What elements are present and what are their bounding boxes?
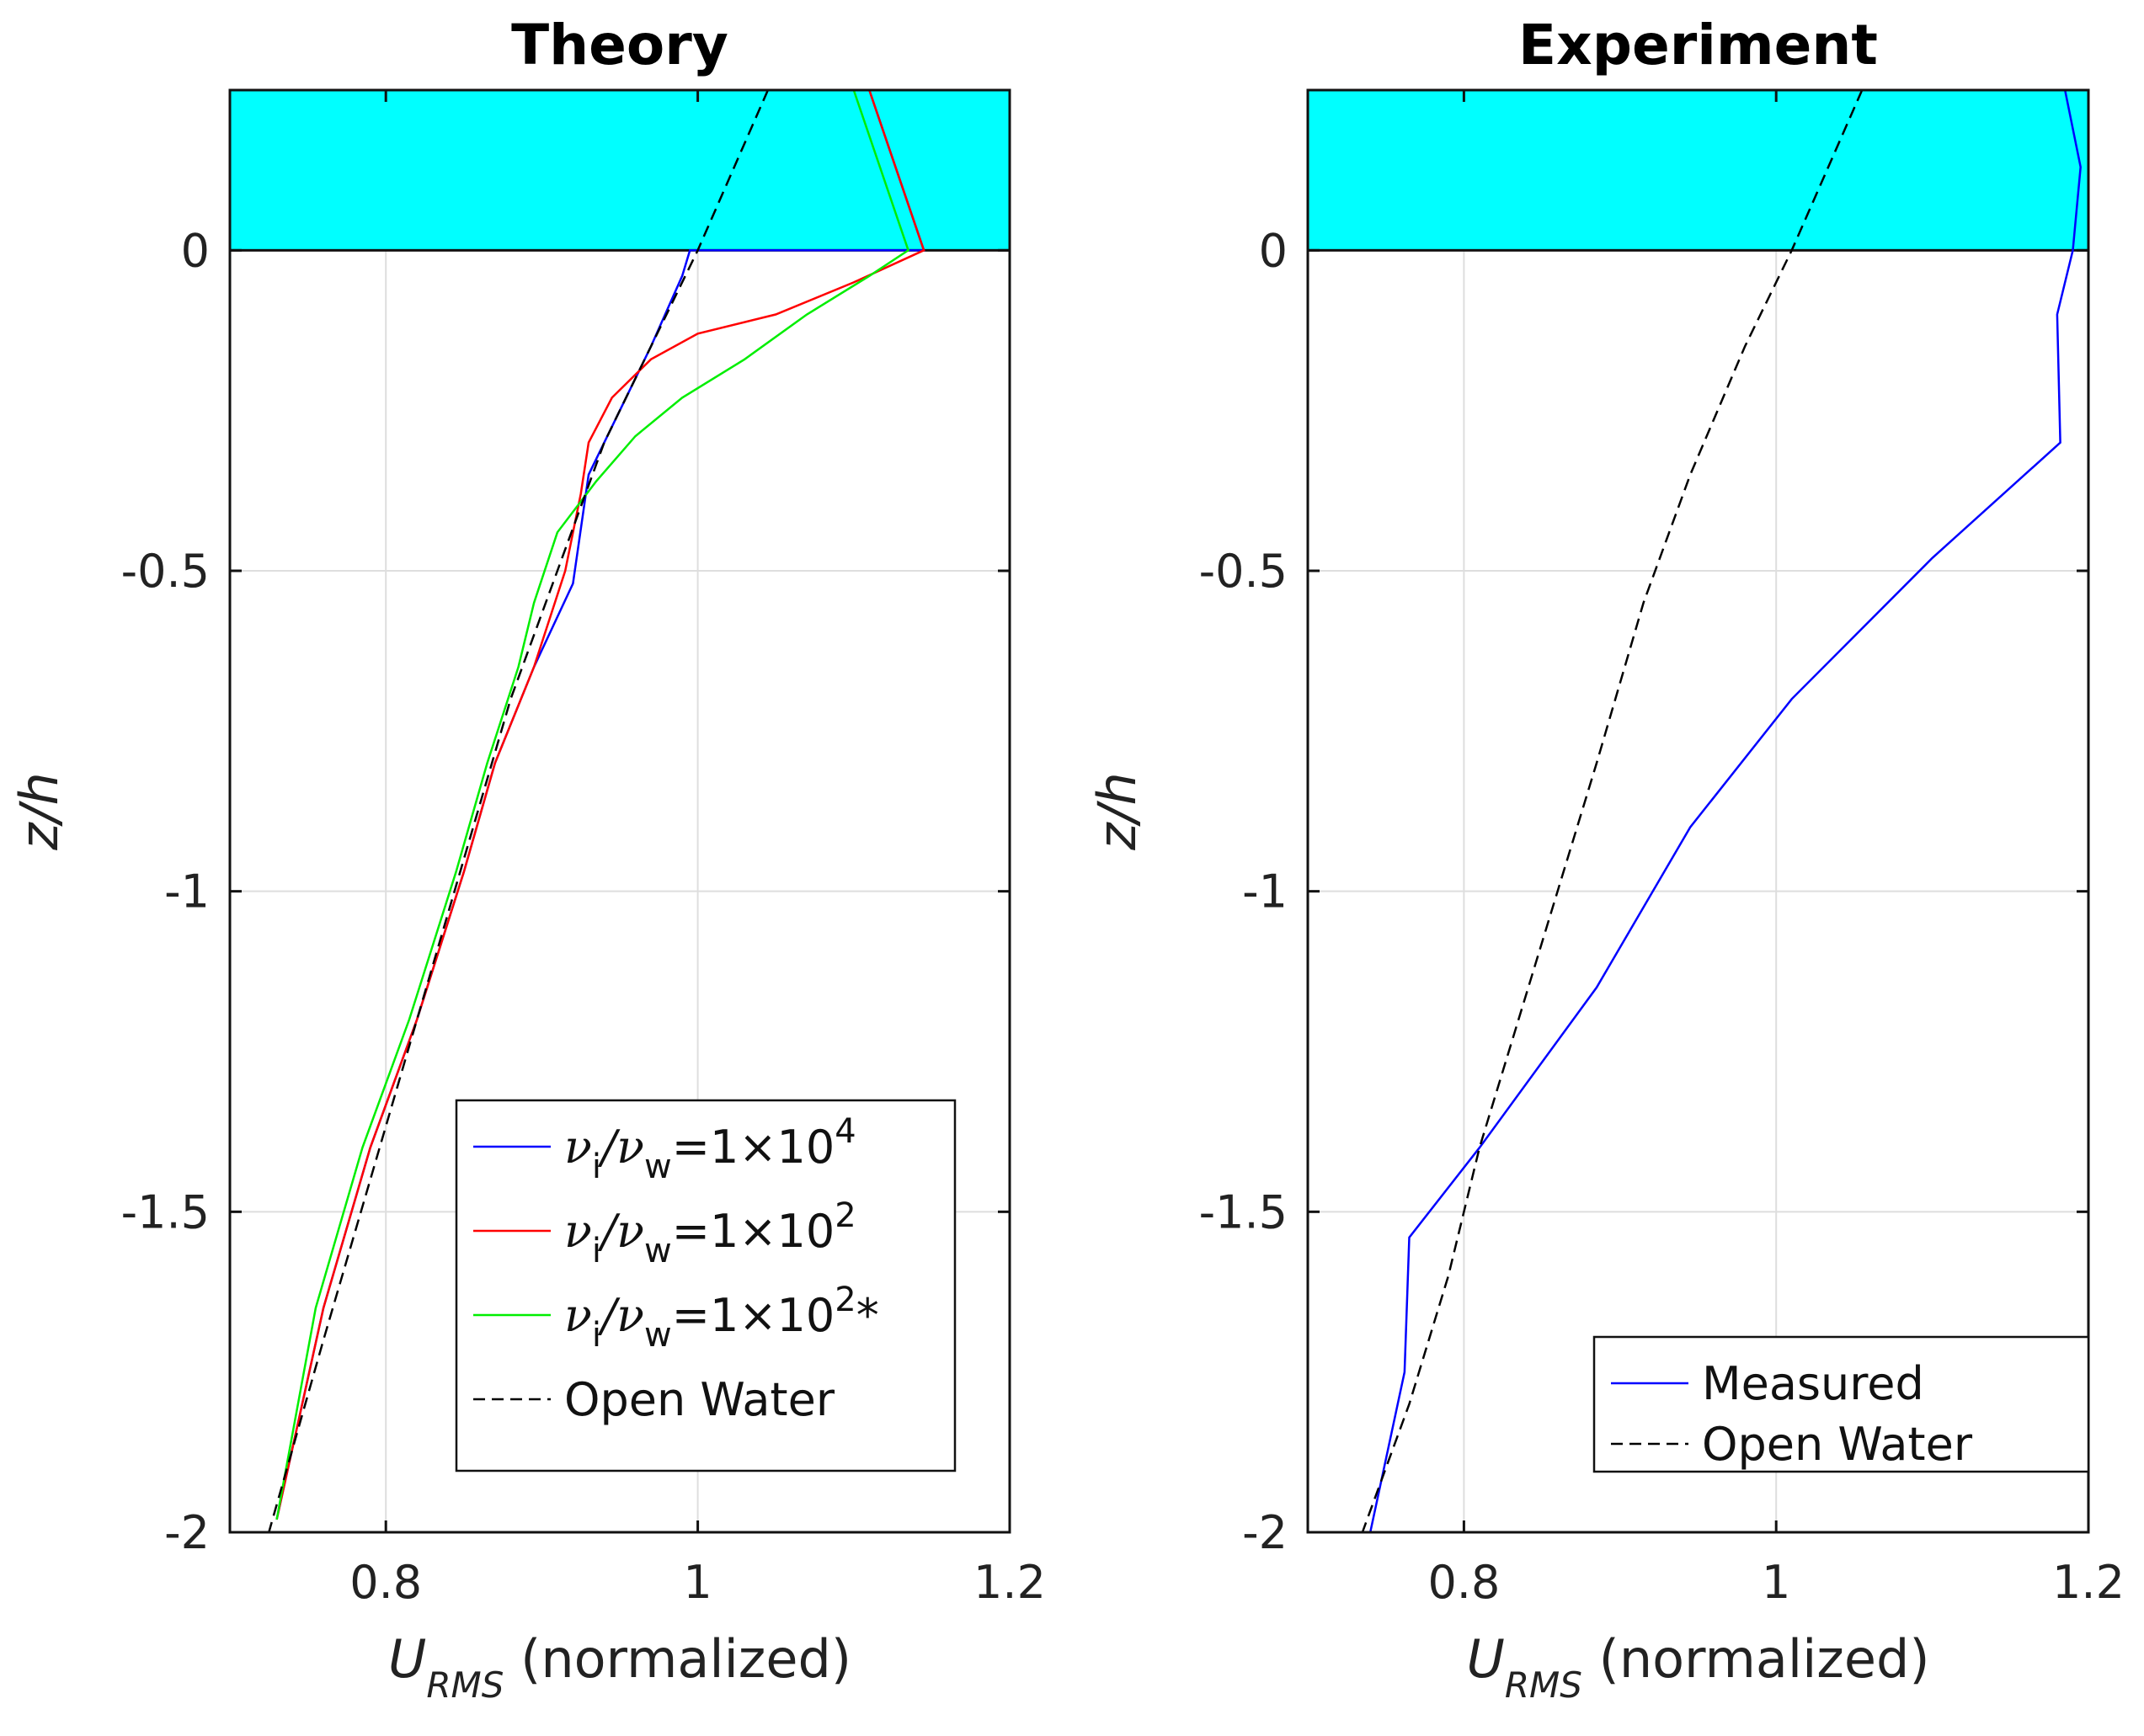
legend-nu: ν <box>564 1205 592 1258</box>
legend-sub-i: i <box>592 1316 601 1355</box>
legend-sub-i: i <box>592 1232 601 1270</box>
legend-slash-nu: /ν <box>597 1205 644 1258</box>
x-tick-label: 1.2 <box>2052 1556 2125 1609</box>
series-line-1 <box>275 89 925 1520</box>
y-tick-label: -1.5 <box>121 1185 210 1238</box>
x-axis-label: URMS (normalized) <box>1466 1628 1929 1706</box>
x-tick-label: 0.8 <box>1427 1556 1500 1609</box>
legend-label-1: Open Water <box>1702 1418 1973 1471</box>
x-tick-label: 1 <box>1762 1556 1790 1609</box>
ice-layer-region <box>228 88 1011 252</box>
legend-tail: * <box>856 1289 879 1342</box>
legend-label-2: νi/νw=1×102* <box>564 1281 879 1355</box>
legend-label-0: νi/νw=1×104 <box>564 1112 856 1186</box>
legend-box <box>1592 1335 2090 1473</box>
y-tick-label: -1.5 <box>1199 1185 1288 1238</box>
axes-box <box>1306 88 2090 1534</box>
legend: Measured Open Water <box>1592 1335 2090 1473</box>
legend-exponent: 2 <box>835 1196 856 1235</box>
axes-box <box>228 88 1011 1534</box>
chart-title: Theory <box>511 13 728 77</box>
y-tick-label: -2 <box>1242 1506 1288 1559</box>
y-axis-label: z/h <box>1086 772 1148 851</box>
y-tick-label: -0.5 <box>1199 545 1288 598</box>
legend-label-0: Measured <box>1702 1357 1924 1410</box>
chart-title: Experiment <box>1518 13 1878 77</box>
legend-exponent: 2 <box>835 1281 856 1319</box>
legend-label-1: νi/νw=1×102 <box>564 1196 856 1270</box>
legend-slash-nu: /ν <box>597 1289 644 1342</box>
legend-sub-w: w <box>644 1148 672 1186</box>
y-tick-label: 0 <box>1259 224 1288 277</box>
y-tick-label: -0.5 <box>121 545 210 598</box>
legend-nu: ν <box>564 1289 592 1342</box>
x-tick-label: 1.2 <box>973 1556 1046 1609</box>
x-axis-label-rest: (normalized) <box>1582 1628 1930 1690</box>
series-line-1 <box>1361 89 1864 1533</box>
y-tick-label: -1 <box>1242 865 1288 919</box>
legend-exponent: 4 <box>835 1112 856 1151</box>
x-axis-label-rest: (normalized) <box>504 1628 851 1690</box>
legend-sub-w: w <box>644 1316 672 1355</box>
y-tick-label: 0 <box>181 224 210 277</box>
legend-ratio: =1×10 <box>672 1205 835 1258</box>
legend-sub-w: w <box>644 1232 672 1270</box>
y-tick-label: -1 <box>164 865 210 919</box>
legend-nu: ν <box>564 1121 592 1174</box>
series-line-2 <box>275 89 910 1520</box>
panel-theory: 0.8 1 1.2 0 -0.5 -1 -1.5 -2 Theory URMS (normaliz… <box>8 13 1046 1706</box>
ice-layer-region <box>1306 88 2090 252</box>
x-tick-label: 0.8 <box>349 1556 422 1609</box>
legend-ratio: =1×10 <box>672 1121 835 1174</box>
legend-ratio: =1×10 <box>672 1289 835 1342</box>
x-tick-label: 1 <box>683 1556 712 1609</box>
x-axis-label-main: U <box>388 1628 426 1690</box>
x-axis-label-subscript: RMS <box>426 1664 504 1706</box>
legend-slash-nu: /ν <box>597 1121 644 1174</box>
series-line-0 <box>1368 89 2082 1533</box>
x-axis-label-subscript: RMS <box>1505 1664 1582 1706</box>
y-axis-label: z/h <box>8 772 70 851</box>
x-axis-label: URMS (normalized) <box>388 1628 851 1706</box>
y-tick-label: -2 <box>164 1506 210 1559</box>
series-line-3 <box>268 89 770 1533</box>
legend-sub-i: i <box>592 1148 601 1186</box>
panel-experiment: 0.8 1 1.2 0 -0.5 -1 -1.5 -2 Experiment URMS (norm… <box>1086 13 2125 1706</box>
legend-box <box>455 1099 957 1472</box>
legend-label-3: Open Water <box>564 1373 835 1426</box>
x-axis-label-main: U <box>1466 1628 1504 1690</box>
